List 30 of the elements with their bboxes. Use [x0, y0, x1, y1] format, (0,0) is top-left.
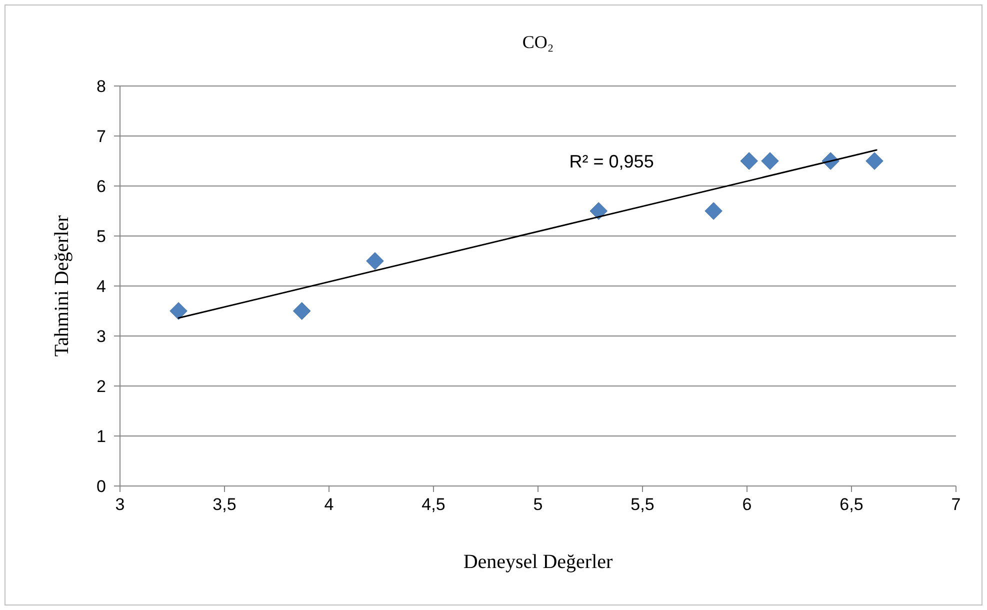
- point: [740, 152, 758, 170]
- y-axis-title: Tahmini Değerler: [51, 215, 73, 357]
- x-tick-label: 6: [742, 495, 752, 514]
- x-tick-label: 7: [951, 495, 961, 514]
- annotation: R² = 0,955: [569, 151, 654, 172]
- y-tick-label: 2: [96, 376, 106, 396]
- point: [866, 152, 884, 170]
- y-tick-label: 1: [96, 426, 106, 446]
- x-tick-label: 4,5: [422, 495, 446, 514]
- x-tick-label: 4: [324, 495, 334, 514]
- y-tick-label: 3: [96, 326, 106, 346]
- y-tick-label: 5: [96, 226, 106, 246]
- point: [366, 252, 384, 270]
- chart-title: CO₂: [522, 32, 554, 52]
- y-tick-label: 7: [96, 126, 106, 146]
- x-tick-label: 3,5: [212, 495, 236, 514]
- point: [292, 302, 311, 320]
- point: [704, 202, 722, 220]
- y-tick-label: 4: [96, 276, 106, 296]
- y-tick-label: 8: [96, 76, 106, 96]
- x-tick-label: 3: [115, 495, 125, 514]
- y-tick-label: 6: [96, 176, 106, 196]
- point: [170, 302, 188, 320]
- y-tick-label: 0: [96, 476, 106, 496]
- x-tick-label: 5,5: [630, 495, 654, 514]
- x-tick-label: 6,5: [840, 495, 864, 514]
- x-tick-label: 5: [533, 495, 543, 514]
- x-axis-title: Deneysel Değerler: [463, 551, 614, 573]
- point: [590, 202, 608, 220]
- point: [761, 152, 779, 170]
